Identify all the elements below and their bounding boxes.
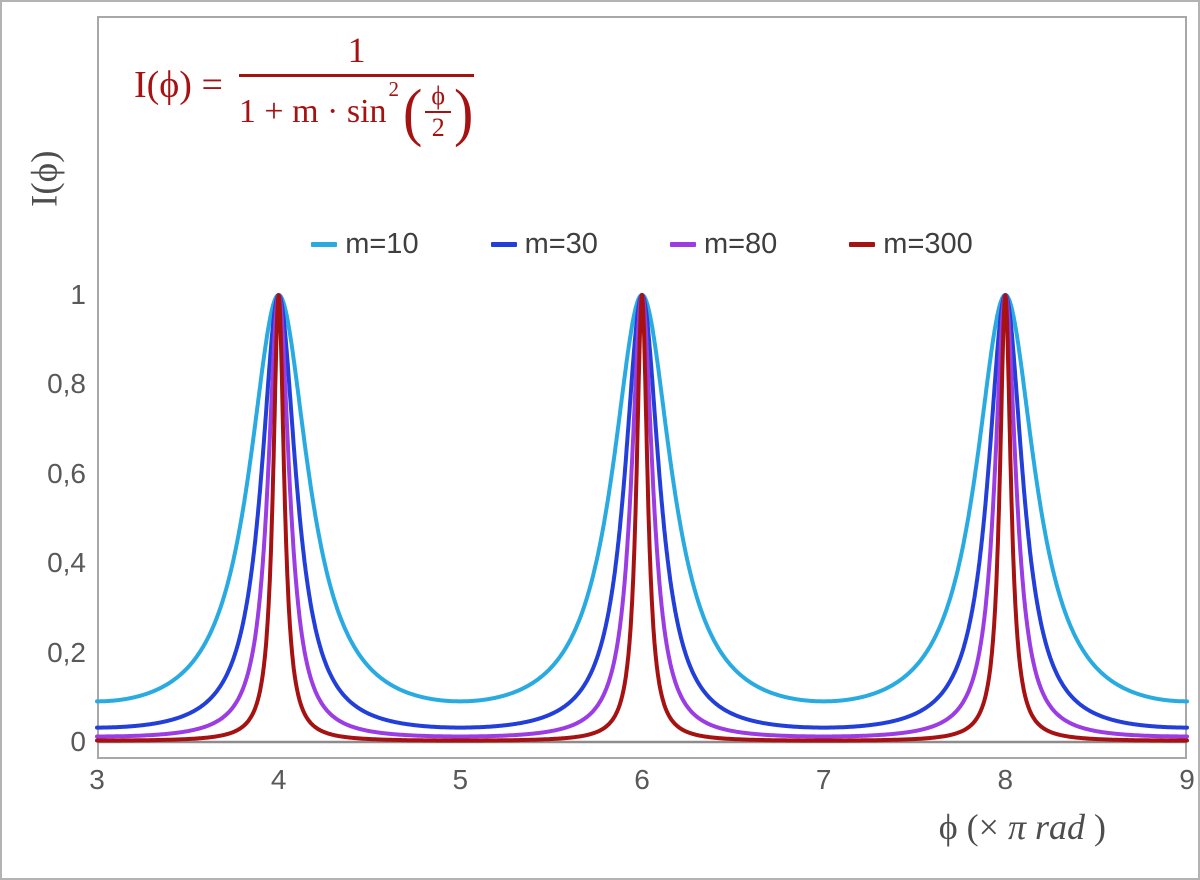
legend-item-m=300: m=300 — [849, 227, 973, 261]
x-tick-4: 4 — [270, 764, 287, 795]
y-axis-title-text: I(ϕ) — [24, 150, 66, 208]
inner-fraction-numerator: ϕ — [425, 82, 452, 113]
x-tick-5: 5 — [452, 764, 469, 795]
x-tick-8: 8 — [997, 764, 1014, 795]
formula-denominator: 1 + m · sin 2 ( ϕ 2 ) — [238, 74, 475, 148]
legend-swatch — [490, 241, 517, 247]
inner-fraction-denominator: 2 — [431, 112, 445, 142]
legend-swatch — [849, 241, 876, 247]
legend-swatch — [311, 241, 338, 247]
formula-fraction: 1 1 + m · sin 2 ( ϕ 2 ) — [238, 30, 475, 148]
y-axis-title: I(ϕ) — [18, 114, 72, 244]
open-paren: ( — [403, 75, 423, 148]
legend-label: m=80 — [703, 227, 778, 260]
y-tick-0,2: 0,2 — [47, 636, 86, 668]
x-axis-title: ϕ (× π rad ) — [939, 806, 1106, 848]
x-tick-7: 7 — [815, 764, 832, 795]
x-tick-9: 9 — [1179, 764, 1195, 795]
legend-item-m=10: m=10 — [311, 227, 419, 261]
legend-item-m=80: m=80 — [669, 227, 778, 261]
x-axis-title-phi: ϕ — [938, 807, 958, 847]
formula-inner-fraction: ϕ 2 — [425, 82, 452, 142]
formula: I(ϕ) = 1 1 + m · sin 2 ( ϕ 2 ) — [134, 30, 475, 148]
y-tick-0,6: 0,6 — [47, 457, 86, 489]
legend-label: m=10 — [345, 227, 419, 260]
y-tick-0,4: 0,4 — [47, 547, 86, 579]
legend: m=10 m=30 m=80 m=300 — [97, 226, 1187, 262]
x-axis-title-close: ) — [1094, 807, 1106, 847]
y-tick-1: 1 — [70, 279, 86, 310]
formula-exponent: 2 — [388, 77, 400, 102]
legend-label: m=300 — [883, 227, 973, 260]
x-axis-title-units: π rad — [1007, 807, 1085, 847]
formula-lhs: I(ϕ) = — [134, 64, 223, 107]
legend-swatch — [669, 241, 696, 247]
x-axis-title-open: (× — [966, 807, 999, 847]
x-tick-6: 6 — [634, 764, 650, 795]
close-paren: ) — [454, 75, 474, 148]
legend-label: m=30 — [524, 227, 598, 260]
formula-numerator: 1 — [347, 30, 366, 70]
formula-denominator-text: 1 + m · sin — [238, 92, 387, 130]
y-tick-0,8: 0,8 — [47, 368, 86, 400]
y-tick-0: 0 — [70, 726, 86, 757]
x-tick-3: 3 — [89, 764, 105, 795]
legend-item-m=30: m=30 — [490, 227, 598, 261]
